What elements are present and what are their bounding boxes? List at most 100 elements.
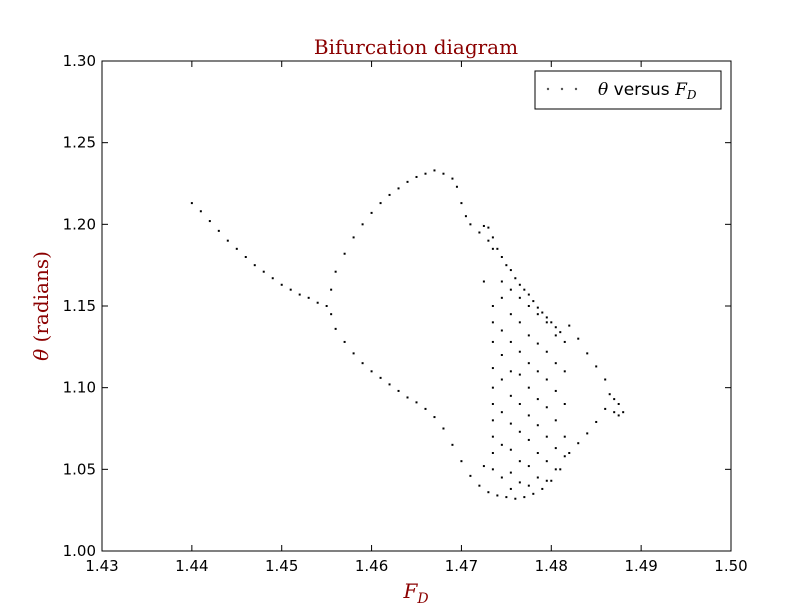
- data-point: [334, 270, 337, 273]
- data-point: [487, 239, 490, 242]
- y-axis-label: θ (radians): [29, 251, 53, 361]
- plot-area: 1.43 1.44 1.45 1.46 1.47 1.48 1.49 1.50 1.001.0…: [63, 52, 748, 575]
- data-point: [491, 419, 494, 422]
- data-point: [527, 362, 530, 365]
- data-point: [496, 494, 499, 497]
- legend-text: versus: [608, 80, 675, 100]
- data-point: [491, 340, 494, 343]
- data-point: [536, 370, 539, 373]
- data-point: [527, 484, 530, 487]
- data-point: [253, 264, 256, 267]
- data-point: [424, 407, 427, 410]
- data-point: [482, 224, 485, 227]
- data-point: [509, 487, 512, 490]
- legend-sub: D: [686, 88, 697, 102]
- data-point: [487, 491, 490, 494]
- data-point: [460, 460, 463, 463]
- data-point: [343, 340, 346, 343]
- data-point: [613, 398, 616, 401]
- legend-symbol: θ: [598, 80, 608, 100]
- x-tick-label: 1.50: [714, 557, 747, 575]
- data-point: [514, 277, 517, 280]
- data-point: [424, 172, 427, 175]
- data-point: [500, 411, 503, 414]
- data-point: [482, 280, 485, 283]
- data-point: [199, 210, 202, 213]
- data-point: [613, 411, 616, 414]
- data-point: [491, 386, 494, 389]
- legend-label: θ versus FD: [598, 80, 697, 102]
- data-point: [536, 398, 539, 401]
- data-point: [545, 479, 548, 482]
- data-point: [536, 476, 539, 479]
- data-point: [478, 484, 481, 487]
- legend-var: F: [674, 80, 688, 100]
- data-point: [545, 321, 548, 324]
- data-point: [280, 283, 283, 286]
- data-point: [487, 226, 490, 229]
- data-point: [491, 321, 494, 324]
- data-point: [518, 481, 521, 484]
- data-point: [370, 211, 373, 214]
- data-point: [500, 443, 503, 446]
- data-point: [617, 414, 620, 417]
- data-point: [554, 389, 557, 392]
- x-axis-label-sub: D: [416, 591, 428, 607]
- data-point: [262, 270, 265, 273]
- data-point: [518, 460, 521, 463]
- data-point: [545, 460, 548, 463]
- data-point: [523, 496, 526, 499]
- data-point: [518, 430, 521, 433]
- data-point: [577, 442, 580, 445]
- x-tick-label: 1.48: [535, 557, 568, 575]
- data-point: [617, 403, 620, 405]
- x-tick-label: 1.49: [624, 557, 657, 575]
- data-point: [235, 247, 238, 250]
- data-point: [527, 334, 530, 337]
- data-point: [397, 389, 400, 392]
- data-point: [554, 447, 557, 450]
- data-point: [550, 479, 553, 482]
- data-point: [491, 247, 494, 250]
- data-point: [379, 202, 382, 205]
- data-point: [491, 367, 494, 370]
- data-point: [491, 305, 494, 307]
- y-tick-label: 1.05: [63, 460, 96, 478]
- data-point: [330, 288, 333, 291]
- data-point: [559, 331, 562, 334]
- x-axis-label: FD: [402, 579, 428, 607]
- data-point: [518, 373, 521, 376]
- y-tick-label: 1.15: [63, 297, 96, 315]
- data-point: [586, 352, 589, 355]
- data-point: [509, 269, 512, 272]
- data-point: [361, 223, 364, 226]
- data-point: [550, 321, 553, 324]
- data-point: [545, 350, 548, 353]
- data-point: [518, 350, 521, 353]
- data-point: [523, 288, 526, 291]
- data-point: [536, 313, 539, 316]
- data-point: [541, 311, 544, 314]
- y-tick-label: 1.20: [63, 215, 96, 233]
- data-point: [518, 403, 521, 405]
- data-point: [334, 327, 337, 330]
- data-point: [316, 301, 319, 304]
- data-point: [491, 435, 494, 438]
- data-point: [500, 256, 503, 258]
- y-axis-label-text: (radians): [29, 251, 53, 349]
- data-point: [595, 420, 598, 423]
- data-point: [527, 293, 530, 296]
- data-point: [271, 277, 274, 280]
- data-point: [554, 326, 557, 329]
- x-axis-ticks: 1.43 1.44 1.45 1.46 1.47 1.48 1.49 1.50: [85, 61, 748, 575]
- y-axis-label-symbol: θ: [29, 349, 53, 361]
- data-point: [559, 468, 562, 471]
- data-point: [406, 180, 409, 183]
- data-point: [554, 334, 557, 337]
- legend-marker-3: [574, 87, 578, 91]
- data-point: [500, 296, 503, 299]
- y-tick-label: 1.00: [63, 542, 96, 560]
- data-point: [518, 321, 521, 324]
- data-point: [500, 354, 503, 356]
